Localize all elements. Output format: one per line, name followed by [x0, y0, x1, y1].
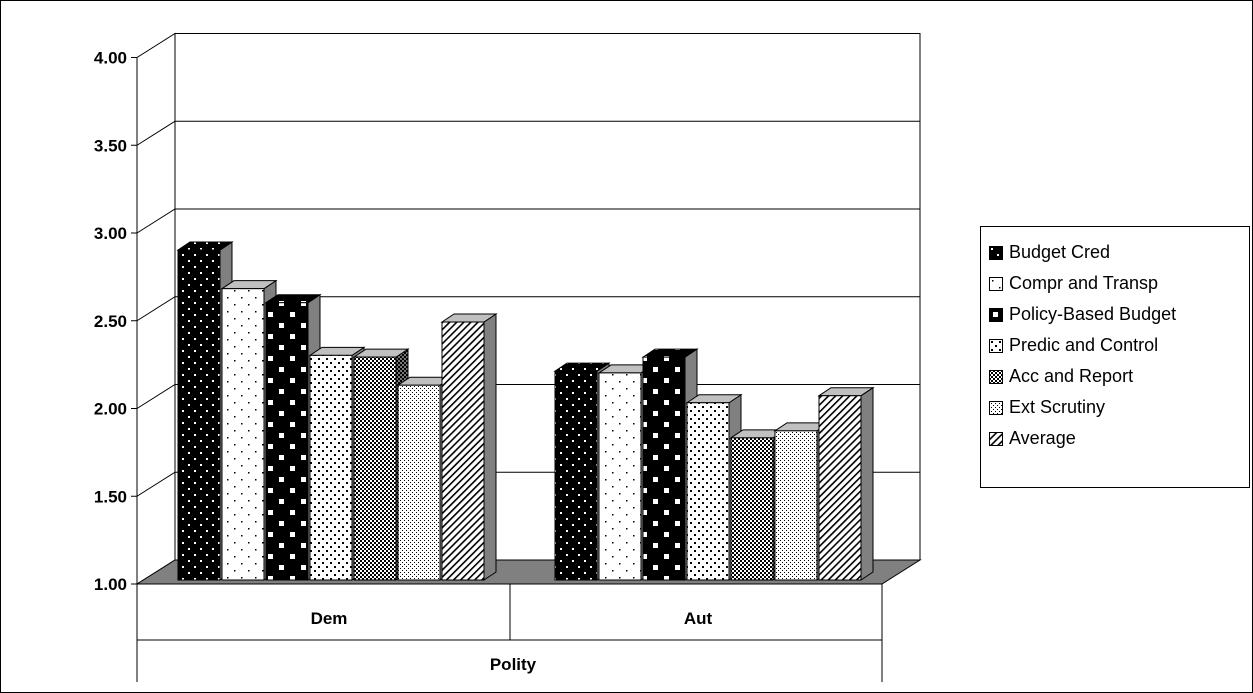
gridline [136, 120, 920, 146]
gridline [136, 296, 920, 322]
legend-item-ext-scrutiny: Ext Scrutiny [981, 392, 1249, 423]
y-tick-label: 2.50 [94, 312, 127, 331]
y-tick-label: 3.50 [94, 136, 127, 155]
y-tick-label: 4.00 [94, 49, 127, 68]
legend-label: Compr and Transp [1009, 273, 1159, 293]
legend-label: Policy-Based Budget [1009, 304, 1177, 324]
legend-swatch-icon [989, 400, 1003, 415]
bar-ext-scrutiny-aut [773, 421, 831, 581]
legend-label: Budget Cred [1009, 242, 1111, 262]
legend-item-acc-and-report: Acc and Report [981, 361, 1249, 392]
legend-item-compr-and-transp: Compr and Transp [981, 268, 1249, 299]
legend-label: Average [1009, 428, 1076, 448]
legend-item-budget-cred: Budget Cred [981, 237, 1249, 268]
gridline [136, 208, 920, 234]
x-axis-title: Polity [490, 655, 537, 674]
legend-swatch-icon [989, 431, 1003, 446]
y-tick-label: 2.00 [94, 400, 127, 419]
legend-swatch-icon [989, 338, 1003, 353]
category-label-aut: Aut [684, 609, 713, 628]
legend: Budget Cred Compr and Transp Policy-Based … [980, 226, 1250, 488]
legend-item-policy-based-budget: Policy-Based Budget [981, 299, 1249, 330]
y-tick-label: 1.50 [94, 487, 127, 506]
y-tick-label: 3.00 [94, 224, 127, 243]
category-label-dem: Dem [311, 609, 348, 628]
bar-average-aut [817, 386, 875, 581]
legend-label: Acc and Report [1009, 366, 1134, 386]
legend-swatch-icon [989, 369, 1003, 384]
legend-label: Ext Scrutiny [1009, 397, 1106, 417]
y-tick-label: 1.00 [94, 575, 127, 594]
bar-series [176, 241, 875, 581]
legend-swatch-icon [989, 276, 1003, 291]
legend-swatch-icon [989, 307, 1003, 322]
legend-item-predic-and-control: Predic and Control [981, 330, 1249, 361]
y-axis: 1.00 1.50 2.00 2.50 3.00 3.50 4.00 [94, 49, 138, 594]
x-axis: Dem Aut Polity [136, 583, 883, 682]
bar-average-dem [440, 313, 498, 581]
legend-item-average: Average [981, 423, 1249, 454]
legend-swatch-icon [989, 245, 1003, 260]
legend-label: Predic and Control [1009, 335, 1159, 355]
